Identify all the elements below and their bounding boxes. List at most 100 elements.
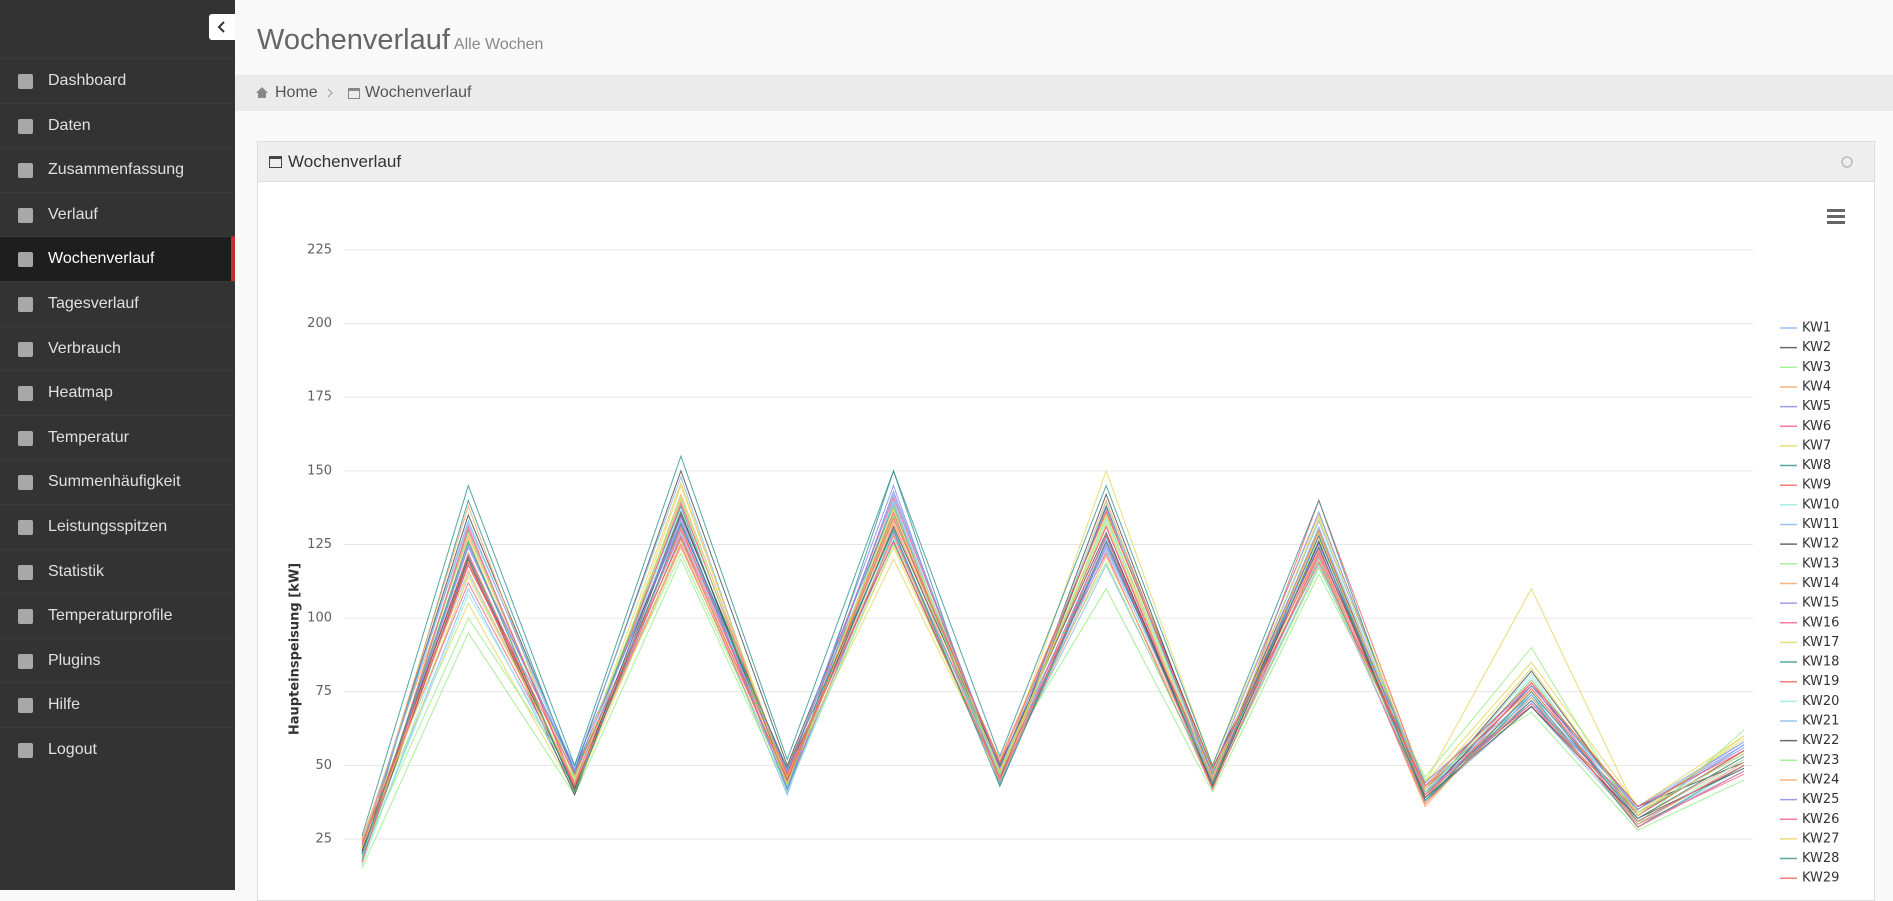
legend-item[interactable]: KW14 — [1780, 576, 1839, 591]
legend-item[interactable]: KW2 — [1780, 340, 1831, 355]
legend-label: KW14 — [1802, 576, 1839, 591]
nav-icon — [18, 742, 33, 758]
nav-item[interactable]: Leistungsspitzen — [0, 503, 235, 549]
collapse-button[interactable] — [209, 14, 235, 40]
nav-item[interactable]: Logout — [0, 726, 235, 772]
legend-label: KW17 — [1802, 635, 1839, 650]
legend-item[interactable]: KW8 — [1780, 458, 1831, 473]
legend-item[interactable]: KW4 — [1780, 379, 1831, 394]
nav-label: Summenhäufigkeit — [48, 473, 181, 491]
y-tick-label: 225 — [307, 243, 332, 258]
page-title-wrap: Wochenverlauf Alle Wochen — [257, 24, 543, 57]
legend-label: KW29 — [1802, 871, 1839, 886]
nav-icon — [18, 386, 33, 402]
legend-label: KW19 — [1802, 674, 1839, 689]
legend-item[interactable]: KW13 — [1780, 556, 1839, 571]
nav-menu: Dashboard Daten Zusammenfassung Verlauf Woch… — [0, 58, 235, 772]
legend-label: KW6 — [1802, 419, 1831, 434]
nav-item[interactable]: Temperaturprofile — [0, 593, 235, 638]
legend-label: KW4 — [1802, 379, 1831, 394]
panel: Wochenverlauf — [257, 141, 1875, 901]
nav-item[interactable]: Zusammenfassung — [0, 147, 235, 192]
nav-item[interactable]: Heatmap — [0, 370, 235, 415]
legend-item[interactable]: KW10 — [1780, 497, 1839, 512]
legend-item[interactable]: KW21 — [1780, 714, 1839, 729]
nav-icon — [18, 564, 33, 580]
nav-icon — [18, 118, 33, 134]
legend-label: KW5 — [1802, 399, 1831, 414]
nav-item[interactable]: Hilfe — [0, 682, 235, 727]
legend-item[interactable]: KW22 — [1780, 733, 1839, 748]
legend-label: KW7 — [1802, 438, 1831, 453]
nav-label: Temperaturprofile — [48, 607, 173, 625]
nav-icon — [18, 519, 33, 535]
nav-item[interactable]: Statistik — [0, 548, 235, 594]
nav-item[interactable]: Plugins — [0, 637, 235, 683]
legend-item[interactable]: KW29 — [1780, 871, 1839, 886]
legend-label: KW23 — [1802, 753, 1839, 768]
legend-item[interactable]: KW25 — [1780, 792, 1839, 807]
calendar-icon — [348, 88, 360, 99]
series-line — [361, 490, 1745, 854]
legend-item[interactable]: KW19 — [1780, 674, 1839, 689]
y-axis-title: Haupteinspeisung [kW] — [288, 563, 303, 735]
nav-item[interactable]: Summenhäufigkeit — [0, 459, 235, 504]
legend-item[interactable]: KW24 — [1780, 772, 1839, 787]
nav-label: Verbrauch — [48, 339, 121, 357]
nav-item[interactable]: Temperatur — [0, 414, 235, 460]
y-tick-label: 175 — [307, 390, 332, 405]
sidebar: Dashboard Daten Zusammenfassung Verlauf Woch… — [0, 0, 235, 890]
legend-label: KW20 — [1802, 694, 1839, 709]
series-line — [361, 469, 1745, 848]
panel-title: Wochenverlauf — [288, 152, 402, 171]
refresh-icon[interactable] — [1840, 155, 1854, 169]
legend-item[interactable]: KW17 — [1780, 635, 1839, 650]
collapse-icon — [217, 21, 225, 33]
page-header: Wochenverlauf Alle Wochen — [235, 0, 1893, 75]
series-line — [361, 522, 1745, 854]
nav-label: Daten — [48, 116, 91, 134]
nav-label: Wochenverlauf — [48, 250, 155, 268]
nav-item[interactable]: Tagesverlauf — [0, 280, 235, 326]
legend-item[interactable]: KW6 — [1780, 419, 1831, 434]
nav-label: Dashboard — [48, 72, 127, 89]
legend-item[interactable]: KW3 — [1780, 360, 1831, 375]
nav-item[interactable]: Dashboard — [0, 58, 235, 103]
y-tick-label: 75 — [315, 684, 332, 699]
legend-label: KW16 — [1802, 615, 1839, 630]
legend-item[interactable]: KW1 — [1780, 321, 1831, 336]
breadcrumb-home[interactable]: Home — [275, 84, 318, 101]
menu-button[interactable] — [1827, 209, 1845, 224]
legend-label: KW24 — [1802, 772, 1839, 787]
nav-label: Hilfe — [48, 696, 81, 714]
nav-item[interactable]: Wochenverlauf — [0, 236, 235, 281]
legend-item[interactable]: KW12 — [1780, 537, 1839, 552]
legend-item[interactable]: KW5 — [1780, 399, 1831, 414]
legend-item[interactable]: KW11 — [1780, 517, 1839, 532]
nav-label: Leistungsspitzen — [48, 517, 168, 535]
legend-item[interactable]: KW16 — [1780, 615, 1839, 630]
legend-label: KW21 — [1802, 714, 1839, 729]
series-line — [361, 498, 1745, 860]
legend-item[interactable]: KW9 — [1780, 478, 1831, 493]
nav-item[interactable]: Daten — [0, 102, 235, 148]
nav-item[interactable]: Verlauf — [0, 191, 235, 237]
legend-item[interactable]: KW15 — [1780, 596, 1839, 611]
legend-label: KW28 — [1802, 851, 1839, 866]
legend-item[interactable]: KW18 — [1780, 655, 1839, 670]
series-line — [361, 525, 1745, 863]
legend-item[interactable]: KW20 — [1780, 694, 1839, 709]
legend-label: KW18 — [1802, 655, 1839, 670]
legend-item[interactable]: KW27 — [1780, 831, 1839, 846]
legend-item[interactable]: KW28 — [1780, 851, 1839, 866]
nav-item[interactable]: Verbrauch — [0, 325, 235, 371]
legend-item[interactable]: KW23 — [1780, 753, 1839, 768]
legend-item[interactable]: KW7 — [1780, 438, 1831, 453]
series-line — [361, 504, 1745, 860]
nav-label: Statistik — [48, 562, 105, 580]
legend-label: KW25 — [1802, 792, 1839, 807]
legend-label: KW3 — [1802, 360, 1831, 375]
nav-icon — [18, 609, 33, 625]
nav-icon — [18, 74, 33, 89]
legend-item[interactable]: KW26 — [1780, 812, 1839, 827]
